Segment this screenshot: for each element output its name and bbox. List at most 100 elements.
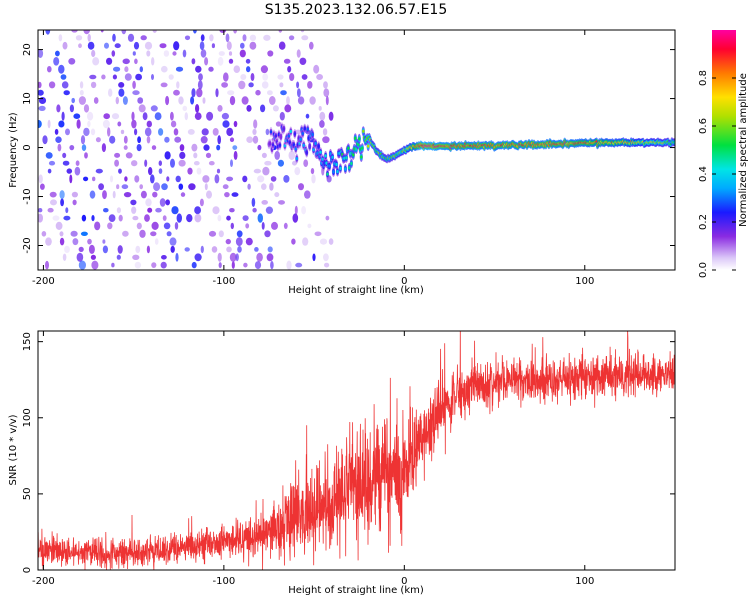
colorbar-label: Normalized spectral amplitude: [738, 73, 749, 227]
spectrogram-cell: [246, 105, 252, 112]
spectrogram-cell: [69, 145, 75, 151]
y-tick-label: 100: [22, 408, 33, 427]
spectrogram-cell: [328, 164, 331, 168]
spectrogram-cell: [305, 113, 310, 119]
spectrogram-cell: [296, 49, 301, 58]
spectrogram-cell: [122, 230, 129, 237]
spectrogram-cell: [107, 222, 113, 230]
spectrogram-cell: [50, 199, 57, 206]
spectrogram-cell: [112, 33, 116, 42]
spectrogram-cell: [152, 191, 158, 198]
spectrogram-cell: [173, 89, 180, 96]
spectrogram-cell: [196, 167, 202, 175]
spectrogram-cell: [146, 245, 150, 254]
spectrogram-cell: [216, 168, 221, 174]
spectrogram-cell: [175, 66, 184, 72]
spectrogram-cell: [58, 64, 65, 74]
spectrogram-cell: [83, 104, 90, 113]
spectrogram-cell: [319, 120, 325, 128]
spectrogram-cell: [278, 41, 286, 50]
spectrogram-cell: [92, 57, 100, 66]
spectrogram-cell: [309, 96, 316, 105]
spectrogram-cell: [311, 174, 316, 184]
spectrogram-cell: [118, 168, 122, 174]
spectrogram-cell: [65, 128, 70, 136]
spectrogram-cell: [200, 136, 208, 144]
spectrogram-cell: [138, 104, 146, 113]
spectrogram-cell: [225, 33, 230, 43]
spectrogram-cell: [270, 261, 274, 270]
spectrogram-cell: [72, 199, 77, 206]
spectrogram-cell: [239, 49, 246, 58]
spectrogram-cell: [322, 128, 328, 136]
spectrogram-cell: [103, 113, 110, 120]
snr-y-ticks: 0 50 100 150: [22, 332, 675, 573]
y-tick-label: 20: [22, 43, 33, 56]
spectrogram-cell: [252, 135, 259, 144]
spectrogram-cell: [313, 64, 320, 74]
spectrogram-cell: [247, 183, 251, 190]
spectrogram-cell: [200, 49, 207, 58]
spectrogram-cell: [42, 135, 48, 145]
spectrogram-cell: [287, 66, 292, 73]
spectrogram-cell: [264, 160, 272, 166]
spectrogram-cell: [266, 253, 274, 262]
spectrogram-cell: [277, 159, 284, 167]
snr-panel: -200 -100 0 100 0 50 100 150 Height of straigh…: [8, 330, 676, 596]
spectrogram-cell: [228, 58, 234, 64]
spectrogram-cell: [56, 104, 61, 113]
spectrogram-cell: [134, 58, 138, 65]
spectrogram-cell: [286, 260, 292, 270]
spectrogram-cell: [78, 246, 84, 252]
spectrogram-cell: [226, 176, 234, 182]
spectrogram-cell: [301, 206, 306, 215]
spectrogram-cell: [155, 207, 162, 213]
spectrogram-cell: [176, 213, 182, 223]
spectrogram-cell: [148, 167, 153, 176]
spectrogram-cell: [116, 207, 121, 214]
x-tick-label: 0: [401, 276, 407, 287]
spectrogram-cell: [116, 184, 120, 190]
spectrogram-cell: [303, 127, 306, 131]
spectrogram-cell: [176, 81, 180, 89]
spectrogram-cell: [202, 97, 206, 104]
spectrogram-cell: [307, 81, 313, 89]
spectrogram-cell: [53, 57, 60, 66]
spectrogram-cell: [328, 238, 334, 245]
spectrogram-cell: [131, 119, 137, 129]
spectrogram-cell: [345, 156, 348, 160]
spectrogram-cell: [161, 254, 167, 260]
spectrogram-cell: [209, 34, 214, 42]
spectrogram-cell: [124, 176, 128, 182]
spectrogram-cell: [150, 174, 155, 184]
spectrogram-cell: [243, 262, 248, 268]
spectrogram-cell: [194, 206, 202, 215]
spectrogram-cell: [59, 237, 65, 246]
spectrogram-cell: [253, 168, 262, 174]
spectrogram-cell: [254, 261, 262, 270]
spectrogram-cell: [55, 136, 62, 143]
spectrogram-cell: [61, 111, 65, 121]
spectrogram-cell: [269, 130, 273, 134]
spectrogram-cell: [264, 230, 271, 238]
y-tick-label: 10: [22, 92, 33, 105]
spectrogram-cell: [179, 151, 186, 159]
spectrogram-cell: [175, 175, 181, 183]
spectrogram-cell: [231, 192, 239, 197]
spectrogram-cell: [222, 120, 230, 128]
spectrogram-cell: [226, 215, 231, 221]
spectrogram-cell: [140, 190, 147, 199]
spectrogram-cell: [71, 191, 78, 198]
spectrogram-cell: [269, 96, 276, 105]
spectrogram-cell: [108, 88, 113, 97]
spectrogram-cell: [196, 88, 203, 98]
spectrogram-cell: [204, 57, 209, 66]
x-tick-label: 100: [575, 576, 594, 587]
spectrogram-cell: [245, 237, 253, 246]
spectrogram-cell: [118, 82, 125, 88]
spectrogram-cell: [45, 260, 49, 270]
spectrogram-cell: [199, 41, 205, 51]
spectrogram-cell: [271, 221, 278, 230]
